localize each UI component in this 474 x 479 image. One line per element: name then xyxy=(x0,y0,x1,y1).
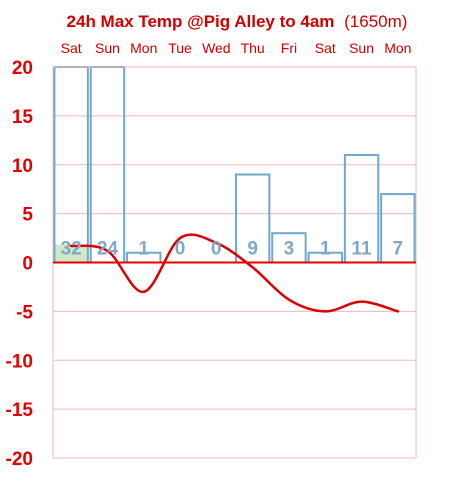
chart-title-main: 24h Max Temp @Pig Alley to 4am xyxy=(67,12,335,31)
y-tick-label: 0 xyxy=(22,254,33,275)
bar-data-labels: 32 24 1 0 0 9 3 1 11 7 xyxy=(61,239,404,260)
category-label: Mon xyxy=(130,40,157,56)
line-series xyxy=(69,233,400,313)
temperature-line xyxy=(69,233,400,313)
category-label: Sat xyxy=(315,40,336,56)
category-label: Wed xyxy=(202,40,231,56)
bar-data-label: 7 xyxy=(393,239,404,260)
bar-data-label: 9 xyxy=(247,239,258,260)
bar-data-label: 3 xyxy=(284,239,295,260)
grid-lines xyxy=(53,66,416,459)
chart-title-suffix: (1650m) xyxy=(344,12,407,31)
category-label: Sun xyxy=(349,40,374,56)
y-tick-label: 5 xyxy=(22,205,33,226)
bar-data-label: 1 xyxy=(138,239,149,260)
y-tick-label: -20 xyxy=(6,449,33,470)
bar-highlight xyxy=(54,244,88,263)
bar-data-label: 24 xyxy=(97,239,119,260)
y-tick-label: 15 xyxy=(12,107,34,128)
bar-data-label: 0 xyxy=(211,239,222,260)
chart-title: 24h Max Temp @Pig Alley to 4am (1650m) xyxy=(67,12,408,31)
y-tick-label: -10 xyxy=(6,351,33,372)
bar-data-label: 1 xyxy=(320,239,331,260)
category-labels: Sat Sun Mon Tue Wed Thu Fri Sat Sun Mon xyxy=(61,40,412,56)
y-tick-label: -15 xyxy=(6,400,34,421)
axes xyxy=(52,66,417,459)
category-label: Thu xyxy=(241,40,265,56)
y-tick-label: 10 xyxy=(12,156,33,177)
category-label: Fri xyxy=(281,40,297,56)
bar-data-label: 0 xyxy=(175,239,186,260)
bar-data-label: 32 xyxy=(61,239,82,260)
category-label: Tue xyxy=(168,40,192,56)
category-label: Sat xyxy=(61,40,82,56)
bar-data-label: 11 xyxy=(352,239,373,260)
category-label: Sun xyxy=(95,40,120,56)
y-tick-label: -5 xyxy=(16,302,33,323)
y-tick-labels: 20 15 10 5 0 -5 -10 -15 -20 xyxy=(6,58,34,470)
y-tick-label: 20 xyxy=(12,58,33,79)
category-label: Mon xyxy=(384,40,411,56)
